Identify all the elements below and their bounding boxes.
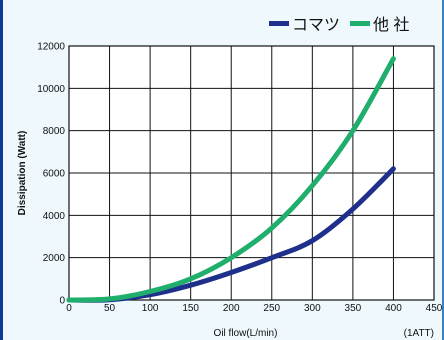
x-tick-label: 0 (66, 303, 72, 314)
legend-label: コマツ (292, 17, 340, 34)
legend: コマツ 他 社 (269, 16, 409, 34)
x-axis-label: Oil flow(L/min) (214, 328, 278, 339)
x-tick-label: 400 (385, 303, 402, 314)
dissipation-chart: 0 50 100 150 200 250 300 350 400 450 0 2000 4000 6000… (17, 16, 443, 339)
x-tick-label: 450 (426, 303, 443, 314)
y-tick-label: 4000 (43, 211, 66, 222)
legend-swatch (350, 21, 370, 26)
y-tick-label: 6000 (43, 169, 66, 180)
x-tick-label: 50 (104, 303, 116, 314)
x-tick-label: 300 (304, 303, 321, 314)
y-tick-label: 2000 (43, 253, 66, 264)
unit-note: (1ATT) (404, 328, 434, 339)
grid (68, 45, 435, 301)
y-tick-label: 10000 (37, 84, 65, 95)
legend-swatch (269, 21, 289, 26)
y-tick-label: 8000 (43, 126, 66, 137)
y-tick-label: 0 (59, 296, 65, 307)
legend-label: 他 社 (373, 16, 409, 34)
series-line-2 (66, 56, 396, 303)
y-axis-label: Dissipation (Watt) (17, 131, 28, 216)
x-tick-label: 250 (263, 303, 280, 314)
x-tick-label: 200 (223, 303, 240, 314)
series-lines (66, 56, 396, 303)
y-tick-label: 12000 (37, 42, 65, 53)
tick-labels: 0 50 100 150 200 250 300 350 400 450 0 2000 4000 6000… (37, 42, 443, 315)
x-tick-label: 350 (345, 303, 362, 314)
x-tick-label: 100 (142, 303, 159, 314)
x-tick-label: 150 (182, 303, 199, 314)
